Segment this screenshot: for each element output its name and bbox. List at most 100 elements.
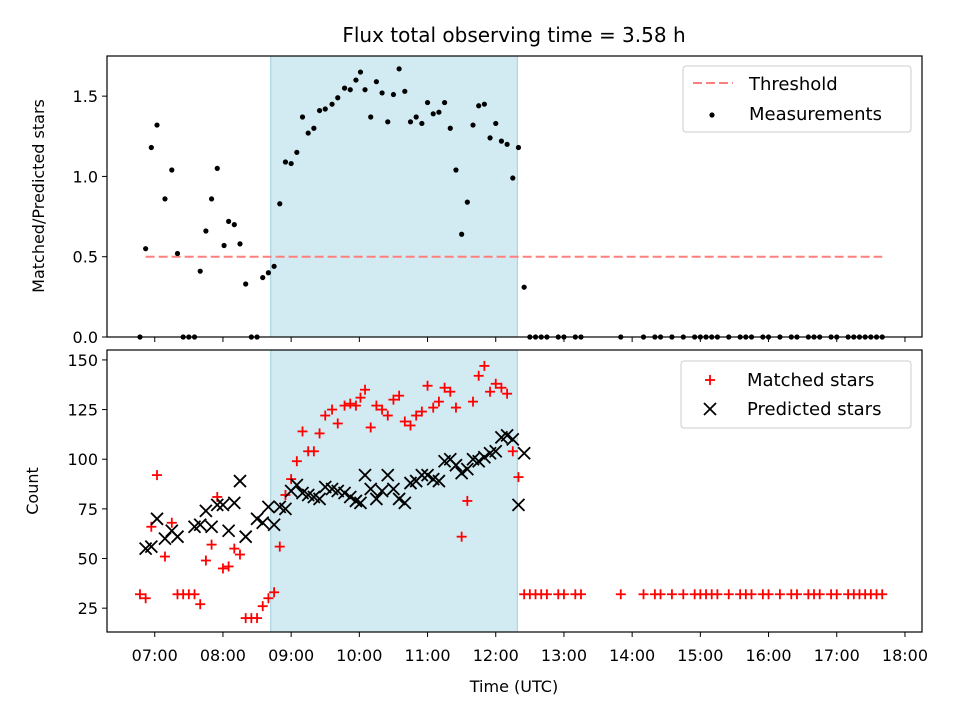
bottom-y-tick-label: 150 [67, 351, 98, 370]
x-tick-label: 10:00 [336, 646, 382, 665]
measurement-point [441, 99, 448, 106]
matched-star-point [355, 392, 366, 403]
predicted-star-point [398, 496, 412, 510]
measurement-point [288, 160, 294, 167]
measurement-point [277, 201, 283, 207]
matched-star-point [134, 589, 145, 600]
measurement-point [459, 231, 465, 237]
matched-star-point [877, 589, 888, 600]
matched-star-point [485, 386, 496, 397]
predicted-star-point [511, 498, 526, 512]
matched-star-point [365, 422, 376, 433]
measurement-point [329, 101, 335, 107]
chart-title: Flux total observing time = 3.58 h [342, 23, 685, 47]
x-tick-label: 09:00 [268, 646, 314, 665]
measurement-point [237, 241, 243, 247]
bottom-y-tick-label: 50 [78, 550, 98, 569]
x-tick-label: 15:00 [677, 646, 723, 665]
measurement-point [447, 125, 453, 131]
top-y-tick-label: 0.0 [73, 328, 98, 347]
matched-star-point [280, 489, 291, 500]
matched-star-point [394, 390, 405, 401]
legend-measurements-label: Measurements [749, 104, 882, 125]
predicted-star-point [199, 504, 213, 518]
x-axis-label: Time (UTC) [469, 677, 558, 696]
matched-star-point [638, 589, 649, 600]
top-axes-frame [106, 55, 923, 338]
predicted-star-point [358, 468, 372, 482]
measurement-point [453, 167, 459, 173]
matched-star-point [234, 549, 245, 560]
matched-star-point [382, 410, 393, 421]
matched-star-point [439, 382, 450, 393]
matched-star-point [189, 589, 200, 600]
matched-star-point [615, 589, 626, 600]
matched-star-point [712, 589, 723, 600]
matched-star-point [541, 589, 552, 600]
matched-star-point [655, 589, 666, 600]
matched-star-point [320, 410, 331, 421]
predicted-star-point [343, 490, 357, 504]
matched-star-point [297, 426, 308, 437]
matched-star-point [416, 406, 427, 417]
legend-predicted-swatch [703, 402, 717, 416]
predicted-star-point [290, 478, 304, 492]
matched-star-point [263, 593, 274, 604]
matched-star-point [399, 416, 410, 427]
predicted-star-point [364, 482, 378, 496]
measurement-point [510, 175, 516, 181]
matched-star-point [377, 404, 388, 415]
bottom-y-tick-label: 25 [78, 599, 98, 618]
measurement-point [385, 119, 391, 125]
measurement-point [424, 99, 431, 106]
bottom-observing-span [270, 349, 518, 633]
matched-stars-marks [134, 360, 888, 624]
measurement-point [226, 218, 232, 224]
measurement-point [504, 141, 510, 147]
matched-star-point [462, 495, 473, 506]
predicted-star-point [472, 454, 486, 468]
measurement-point [464, 199, 470, 205]
x-tick-label: 14:00 [609, 646, 655, 665]
measurement-point [243, 281, 249, 287]
measurement-point [419, 120, 425, 127]
measurement-point [493, 120, 499, 127]
predicted-star-point [312, 492, 327, 506]
top-y-tick-label: 1.5 [73, 87, 98, 106]
predicted-star-point [233, 474, 247, 488]
predicted-star-point [170, 530, 185, 544]
matched-star-point [200, 555, 211, 566]
measurement-point [271, 263, 277, 269]
matched-star-point [445, 386, 456, 397]
matched-star-point [274, 541, 285, 552]
matched-star-point [502, 388, 513, 399]
bottom-y-axis: 25 50 75 100 125 150 [67, 351, 107, 618]
matched-star-point [269, 587, 280, 598]
top-y-axis: 0.0 0.5 1.0 1.5 [73, 87, 107, 347]
predicted-star-point [415, 468, 429, 482]
predicted-star-point [432, 474, 446, 488]
predicted-star-point [204, 520, 219, 534]
measurement-point [487, 135, 493, 141]
matched-star-point [456, 531, 467, 542]
predicted-star-point [349, 494, 363, 508]
matched-star-point [332, 418, 343, 429]
x-tick-label: 17:00 [814, 646, 860, 665]
predicted-star-point [506, 432, 520, 447]
matched-star-point [166, 517, 177, 528]
x-tick-label: 07:00 [132, 646, 178, 665]
measurement-point [282, 159, 289, 165]
measurement-point [341, 85, 348, 91]
matched-star-point [345, 398, 356, 409]
measurement-point [203, 228, 209, 234]
matched-star-point [422, 380, 433, 391]
measurement-point [368, 114, 374, 120]
matched-star-point [723, 589, 734, 600]
predicted-star-point [216, 498, 230, 512]
legend-threshold-label: Threshold [748, 74, 838, 95]
top-panel: 0.0 0.5 1.0 1.5 Matched/Predicted stars [29, 55, 923, 347]
bottom-y-tick-label: 125 [67, 401, 98, 420]
predicted-star-point [144, 539, 158, 554]
top-legend: Threshold Measurements [682, 65, 912, 133]
